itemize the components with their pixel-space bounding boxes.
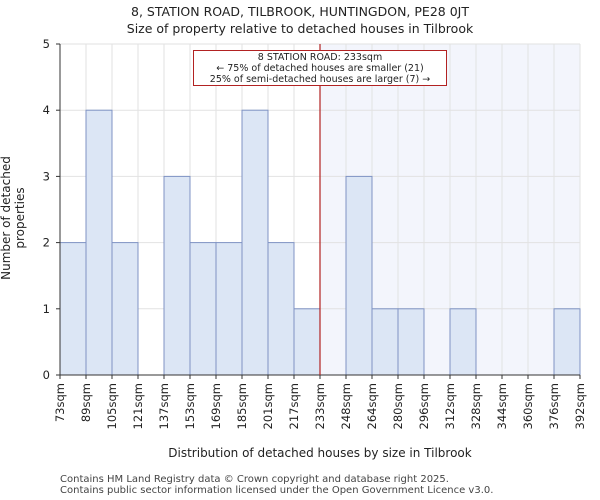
x-tick-label: 121sqm	[131, 383, 145, 429]
bar	[345, 175, 373, 376]
x-tick-label: 280sqm	[391, 383, 405, 429]
annotation-line-3: 25% of semi-detached houses are larger (…	[209, 74, 431, 85]
annotation-line-1: 8 STATION ROAD: 233sqm	[257, 52, 383, 63]
y-tick-label: 1	[43, 302, 50, 316]
x-tick-label: 376sqm	[547, 383, 561, 429]
bar	[215, 242, 243, 376]
x-tick-label: 169sqm	[209, 383, 223, 429]
x-tick-label: 73sqm	[53, 383, 67, 422]
x-tick-label: 137sqm	[157, 383, 171, 429]
x-tick-label: 360sqm	[521, 383, 535, 429]
chart-title: 8, STATION ROAD, TILBROOK, HUNTINGDON, P…	[131, 4, 469, 19]
x-tick-label: 89sqm	[79, 383, 93, 422]
annotation-line-2: ← 75% of detached houses are smaller (21…	[216, 63, 424, 74]
bar	[397, 308, 425, 376]
x-tick-label: 264sqm	[365, 383, 379, 429]
annotation-box: 8 STATION ROAD: 233sqm ← 75% of detached…	[193, 50, 447, 86]
x-tick-label: 105sqm	[105, 383, 119, 429]
bar	[85, 109, 113, 376]
x-tick-label: 392sqm	[573, 383, 587, 429]
bar	[59, 242, 87, 376]
bar	[449, 308, 477, 376]
bar	[241, 109, 269, 376]
bar	[267, 242, 295, 376]
bar	[189, 242, 217, 376]
x-tick-label: 344sqm	[495, 383, 509, 429]
x-axis-label: Distribution of detached houses by size …	[168, 446, 472, 460]
bar	[371, 308, 399, 376]
footer-line-2: Contains public sector information licen…	[60, 485, 494, 496]
bar	[111, 242, 139, 376]
bar	[553, 308, 581, 376]
x-tick-label: 217sqm	[287, 383, 301, 429]
y-tick-label: 0	[43, 368, 50, 382]
chart-subtitle: Size of property relative to detached ho…	[126, 21, 474, 36]
bar	[163, 175, 191, 376]
y-tick-label: 2	[43, 236, 50, 250]
y-axis-label: Number of detached properties	[0, 156, 27, 280]
x-tick-label: 201sqm	[261, 383, 275, 429]
x-tick-label: 312sqm	[443, 383, 457, 429]
y-tick-label: 3	[43, 169, 50, 183]
footer-line-1: Contains HM Land Registry data © Crown c…	[60, 474, 449, 485]
x-tick-label: 185sqm	[235, 383, 249, 429]
x-tick-label: 296sqm	[417, 383, 431, 429]
bar	[293, 308, 321, 376]
x-tick-label: 248sqm	[339, 383, 353, 429]
y-tick-label: 5	[43, 37, 50, 51]
y-tick-label: 4	[43, 103, 50, 117]
x-tick-label: 233sqm	[313, 383, 327, 429]
x-tick-label: 153sqm	[183, 383, 197, 429]
x-tick-label: 328sqm	[469, 383, 483, 429]
